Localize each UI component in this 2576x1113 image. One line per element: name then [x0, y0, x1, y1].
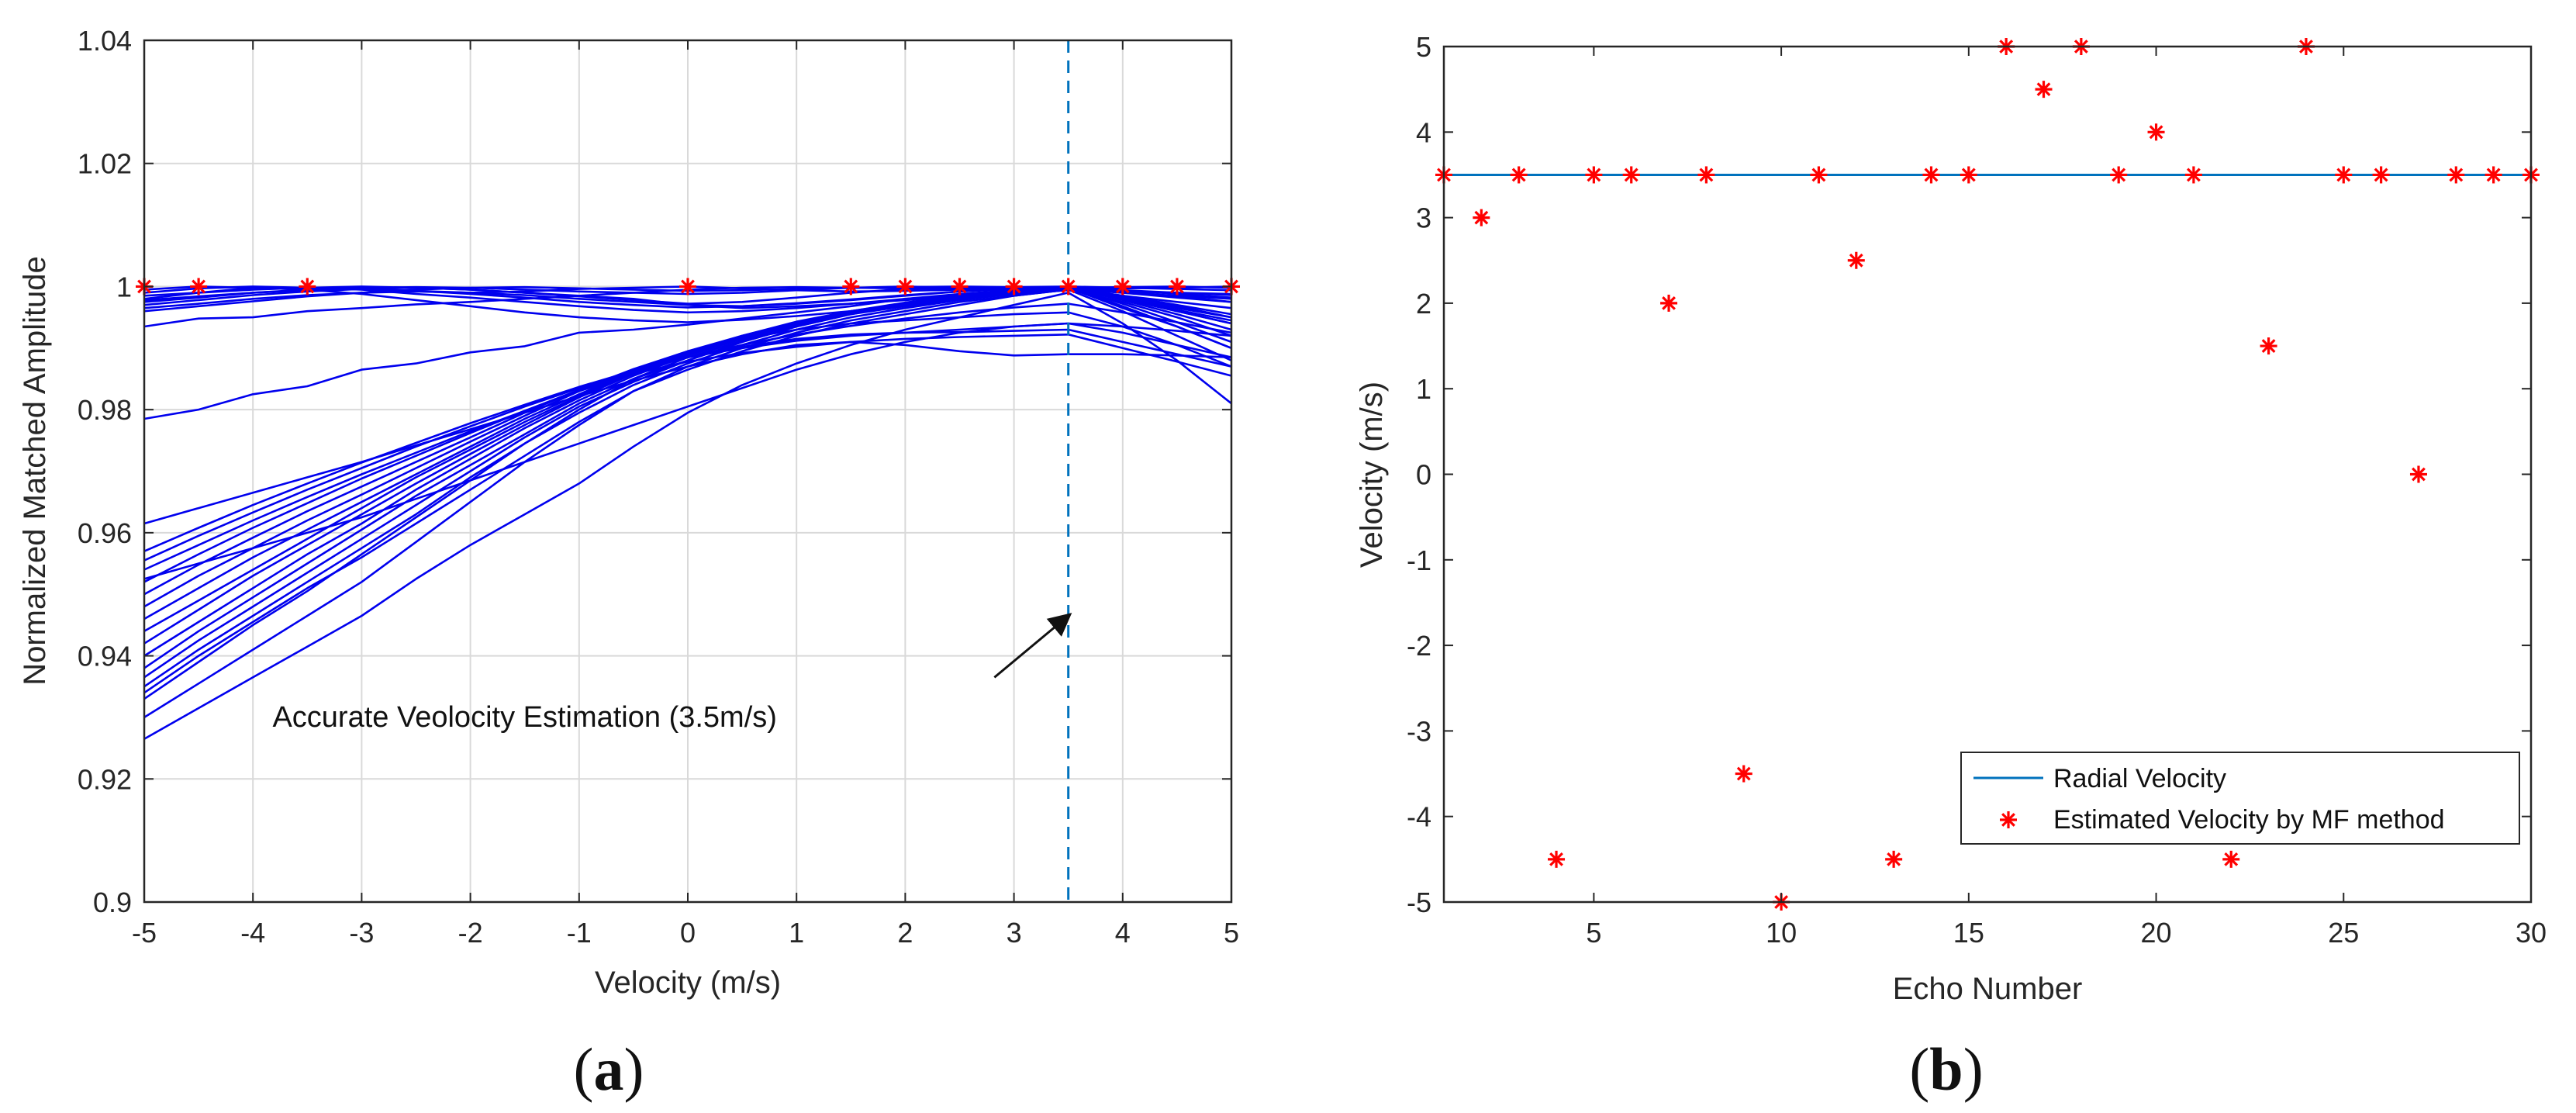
- estimated-velocity-marker: [2260, 337, 2277, 355]
- x-tick-label-a: 5: [1224, 917, 1239, 949]
- series-group-a: [143, 285, 1232, 740]
- estimated-velocity-marker: [2447, 166, 2465, 184]
- chart-a: -5 -4 -3 -2 -1 0 1 2 3 4 5 0.9 0.92 0.94 0.96 0.98 1 1.02…: [18, 25, 1240, 1103]
- y-tick-label-b: -2: [1407, 630, 1431, 662]
- y-tick-label-a: 0.9: [93, 887, 132, 918]
- panel-label-a: (a): [574, 1035, 644, 1103]
- x-tick-label-b: 25: [2328, 917, 2359, 949]
- y-tick-label-b: -1: [1407, 544, 1431, 576]
- y-tick-label-b: 1: [1416, 373, 1431, 405]
- x-tick-label-a: 0: [680, 917, 696, 949]
- y-tick-label-b: -3: [1407, 715, 1431, 747]
- estimated-velocity-marker: [1660, 294, 1678, 312]
- peak-marker: [679, 278, 696, 296]
- legend-star-glyph: [2000, 811, 2017, 828]
- legend-box: [1960, 752, 2520, 845]
- estimated-velocity-marker: [2409, 465, 2427, 483]
- x-tick-label-a: 2: [897, 917, 913, 949]
- panel-label-b: (b): [1909, 1035, 1983, 1103]
- series-line-echo-15: [143, 333, 1232, 571]
- estimated-velocity-marker: [2035, 81, 2053, 99]
- annotation-group-a: Accurate Veolocity Estimation (3.5m/s): [272, 613, 1072, 734]
- estimated-velocity-marker: [2110, 166, 2128, 184]
- y-tick-label-b: 2: [1416, 288, 1431, 320]
- x-tick-label-b: 10: [1766, 917, 1797, 949]
- estimated-velocity-marker: [1922, 166, 1940, 184]
- ticks-a: -5 -4 -3 -2 -1 0 1 2 3 4 5 0.9 0.92 0.94 0.96 0.98 1 1.02…: [78, 25, 1239, 949]
- estimated-velocity-marker: [2335, 166, 2353, 184]
- annotation-text: Accurate Veolocity Estimation (3.5m/s): [272, 701, 776, 734]
- peak-marker: [896, 278, 914, 296]
- peak-marker: [190, 278, 208, 296]
- peak-marker: [299, 278, 316, 296]
- estimated-velocity-marker: [2372, 166, 2390, 184]
- legend-label-estimated-velocity: Estimated Velocity by MF method: [2053, 805, 2445, 835]
- x-tick-label-b: 30: [2516, 917, 2547, 949]
- legend-b: Radial Velocity Estimated Velocity by MF…: [1960, 752, 2520, 845]
- peak-marker: [951, 278, 969, 296]
- series-line-echo-13: [143, 311, 1232, 596]
- legend-label-radial-velocity: Radial Velocity: [2053, 764, 2226, 793]
- x-axis-label-b: Echo Number: [1893, 972, 2083, 1006]
- x-tick-label-a: -5: [132, 917, 157, 949]
- estimated-velocity-marker: [1697, 166, 1715, 184]
- y-tick-label-a: 0.92: [78, 763, 132, 795]
- series-line-echo-01: [143, 292, 1232, 740]
- peak-marker: [1059, 278, 1077, 296]
- series-line-echo-19: [143, 322, 1232, 580]
- y-axis-label-b: Velocity (m/s): [1355, 382, 1389, 568]
- x-tick-label-a: 3: [1007, 917, 1022, 949]
- y-tick-label-b: 4: [1416, 116, 1431, 148]
- x-tick-label-b: 15: [1953, 917, 1984, 949]
- y-tick-label-b: 5: [1416, 31, 1431, 63]
- x-tick-label-a: 4: [1115, 917, 1131, 949]
- y-tick-label-a: 0.98: [78, 394, 132, 426]
- estimated-velocity-marker: [1473, 209, 1490, 226]
- y-tick-label-b: 0: [1416, 459, 1431, 491]
- peak-marker: [842, 278, 860, 296]
- estimated-velocity-marker: [2184, 166, 2202, 184]
- y-tick-label-a: 0.96: [78, 517, 132, 549]
- estimated-velocity-marker: [1810, 166, 1828, 184]
- chart-b: 5 10 15 20 25 30 -5 -4 -3 -2 -1 0 1 2 3 4 5 Radial Veloc…: [1355, 31, 2547, 1103]
- peak-marker: [1114, 278, 1131, 296]
- y-tick-label-a: 1.04: [78, 25, 132, 57]
- x-tick-label-a: 1: [789, 917, 804, 949]
- x-tick-label-b: 5: [1586, 917, 1601, 949]
- annotation-arrow: [993, 613, 1072, 679]
- estimated-velocity-marker: [1548, 850, 1566, 868]
- x-tick-label-a: -3: [349, 917, 374, 949]
- y-tick-label-b: -5: [1407, 887, 1431, 918]
- estimated-velocity-marker: [1847, 251, 1865, 269]
- estimated-velocity-marker: [1885, 850, 1903, 868]
- peak-marker: [1005, 278, 1023, 296]
- y-tick-label-a: 1: [116, 271, 132, 302]
- ticks-b: 5 10 15 20 25 30 -5 -4 -3 -2 -1 0 1 2 3 4 5: [1407, 31, 2547, 949]
- y-tick-label-a: 1.02: [78, 148, 132, 180]
- estimated-velocity-marker: [1585, 166, 1603, 184]
- peak-markers-a: [136, 278, 1240, 296]
- x-tick-label-b: 20: [2141, 917, 2172, 949]
- estimated-velocity-marker: [2222, 850, 2240, 868]
- peak-marker: [1168, 278, 1186, 296]
- y-axis-label-a: Normalized Matched Amplitude: [18, 256, 52, 686]
- y-tick-label-b: 3: [1416, 202, 1431, 234]
- estimated-velocity-marker: [1510, 166, 1528, 184]
- series-line-echo-18: [143, 340, 1232, 525]
- x-tick-label-a: -2: [458, 917, 483, 949]
- estimated-velocity-marker: [1622, 166, 1640, 184]
- estimated-velocity-marker: [2147, 123, 2165, 141]
- legend-marker-estimated-velocity: [2000, 811, 2017, 828]
- x-tick-label-a: -1: [567, 917, 592, 949]
- estimated-velocity-marker: [1735, 765, 1752, 783]
- y-tick-label-b: -4: [1407, 801, 1431, 833]
- x-axis-label-a: Velocity (m/s): [595, 966, 781, 1000]
- y-tick-label-a: 0.94: [78, 641, 132, 672]
- series-line-echo-17: [143, 328, 1232, 552]
- x-tick-label-a: -4: [240, 917, 265, 949]
- estimated-velocity-marker: [1960, 166, 1977, 184]
- estimated-velocity-marker: [2484, 166, 2502, 184]
